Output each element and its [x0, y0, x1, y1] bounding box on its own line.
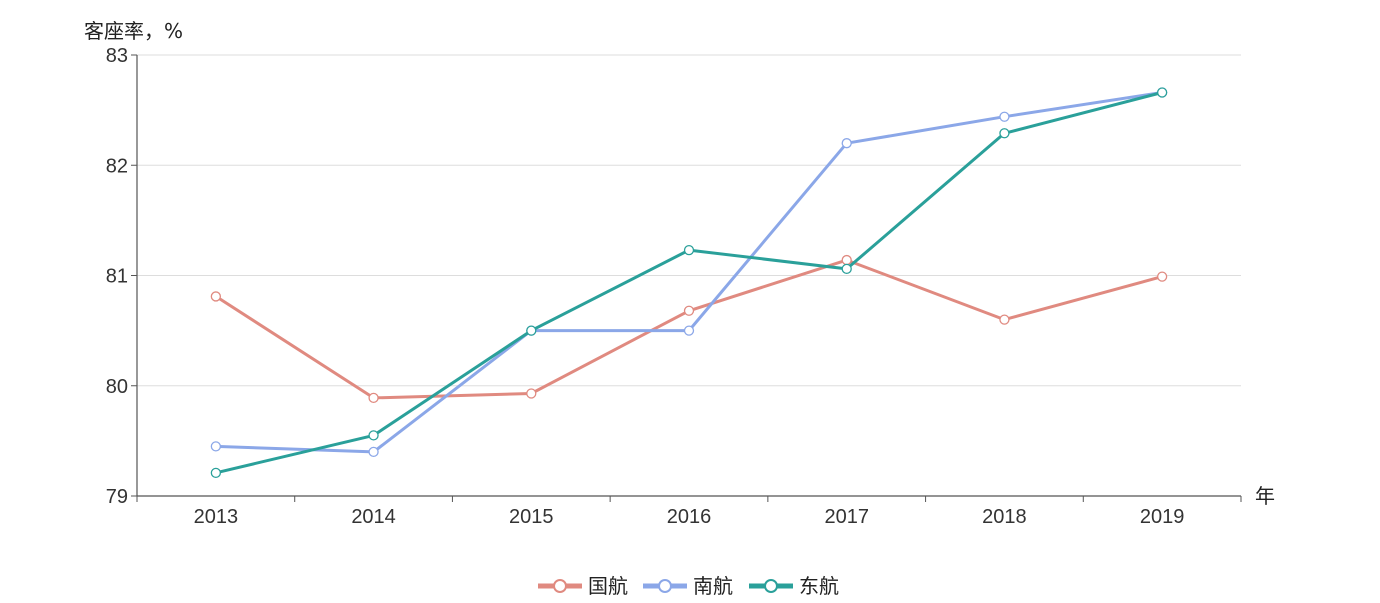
x-tick-label: 2013 — [194, 506, 239, 528]
x-tick-label: 2019 — [1140, 506, 1185, 528]
data-point — [999, 111, 1010, 122]
legend-label: 南航 — [693, 574, 733, 598]
data-point — [999, 128, 1010, 139]
data-point — [210, 291, 222, 302]
y-tick-label: 79 — [106, 486, 128, 508]
series-1 — [210, 254, 1168, 404]
data-point — [526, 325, 537, 336]
data-point — [368, 392, 379, 404]
data-point — [999, 314, 1010, 325]
legend-label: 东航 — [799, 574, 839, 598]
x-axis-title: 年 — [1255, 484, 1275, 508]
data-point — [683, 325, 695, 336]
y-axis-title: 客座率，% — [84, 19, 183, 43]
series-line — [215, 91, 1163, 475]
x-tick-label: 2015 — [509, 506, 554, 528]
series-lines — [210, 87, 1168, 478]
grid-lines — [137, 54, 1241, 387]
legend-label: 国航 — [588, 574, 628, 598]
x-tick-label: 2018 — [982, 506, 1027, 528]
data-point — [1156, 87, 1168, 98]
legend-swatch-marker — [553, 579, 567, 593]
data-point — [841, 254, 852, 266]
series-2 — [210, 87, 1168, 458]
data-point — [841, 263, 852, 275]
series-line — [215, 91, 1163, 454]
y-tick-label: 80 — [106, 376, 128, 398]
legend-item[interactable]: 国航 — [538, 574, 628, 598]
y-tick-label: 83 — [106, 45, 128, 67]
data-point — [841, 138, 852, 149]
x-tick-label: 2017 — [824, 506, 869, 528]
data-point — [210, 441, 222, 452]
x-tick-labels: 2013 2014 2015 2016 2017 2018 2019 — [136, 496, 1242, 528]
y-tick-label: 81 — [106, 266, 128, 288]
data-point — [210, 467, 222, 478]
data-point — [368, 446, 379, 458]
legend-item[interactable]: 南航 — [643, 574, 733, 598]
legend[interactable]: 国航 南航 东航 — [538, 574, 839, 598]
y-tick-labels: 79 80 81 82 83 — [106, 45, 137, 508]
legend-item[interactable]: 东航 — [749, 574, 839, 598]
data-point — [368, 430, 379, 441]
legend-swatch-marker — [764, 579, 778, 593]
x-tick-label: 2016 — [667, 506, 712, 528]
data-point — [683, 305, 695, 316]
data-point — [526, 388, 537, 399]
series-3 — [210, 87, 1168, 478]
y-tick-label: 82 — [106, 155, 128, 177]
x-tick-label: 2014 — [351, 506, 396, 528]
legend-swatch-marker — [658, 579, 672, 593]
data-point — [1156, 271, 1168, 282]
data-point — [683, 244, 695, 256]
